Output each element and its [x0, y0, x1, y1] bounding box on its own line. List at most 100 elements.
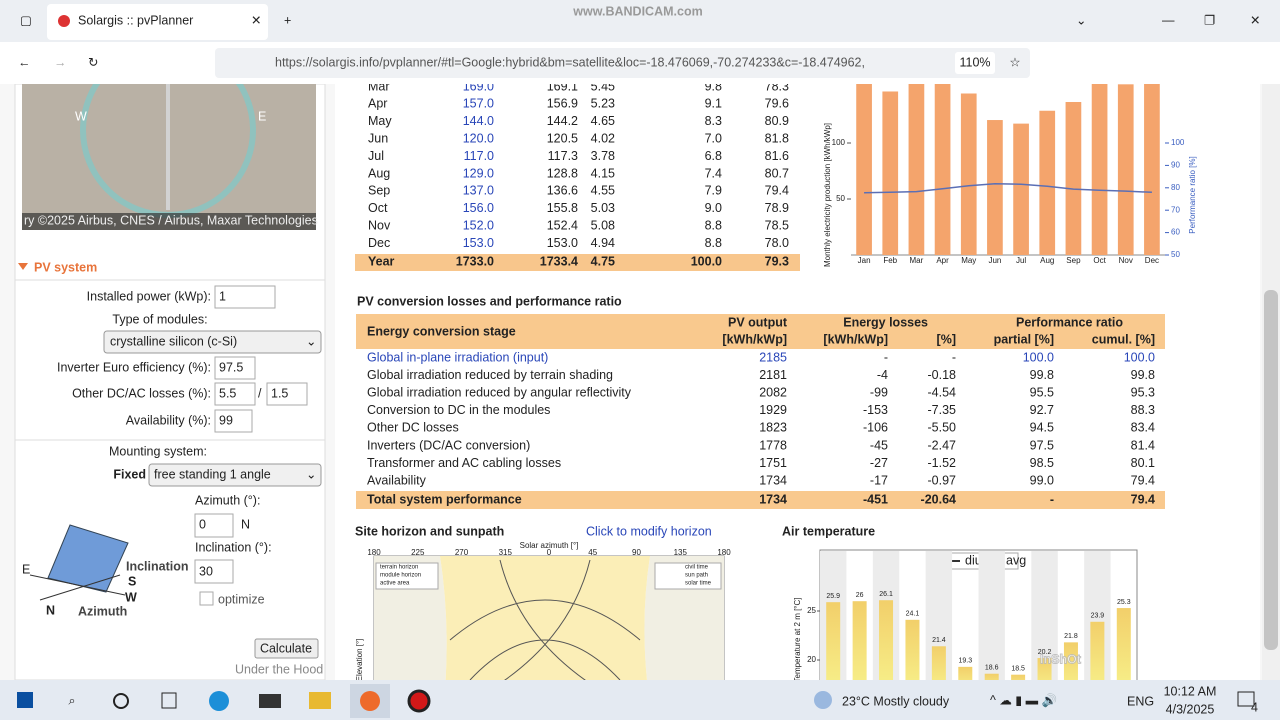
- input-value: 99: [219, 413, 233, 427]
- data-label: 26: [856, 592, 864, 599]
- temp-bar: [905, 619, 920, 680]
- table-cell: 128.8: [547, 166, 578, 180]
- table-cell: -1.52: [928, 456, 957, 470]
- input[interactable]: [214, 285, 276, 309]
- select-value: crystalline silicon (c-Si): [110, 334, 237, 348]
- select[interactable]: [103, 330, 322, 354]
- pr-line: [864, 183, 1152, 194]
- input[interactable]: [214, 356, 256, 380]
- table-cell: 1823: [759, 421, 787, 435]
- tab-close[interactable]: ✕: [251, 13, 261, 27]
- data-label: 25.3: [1117, 599, 1131, 606]
- start[interactable]: [17, 692, 33, 708]
- maximize[interactable]: ❐: [1204, 13, 1215, 27]
- favicon: [58, 15, 70, 27]
- table-cell: 153.0: [547, 236, 578, 250]
- calculate-button[interactable]: [254, 638, 319, 659]
- table-cell: 1778: [759, 438, 787, 452]
- weather[interactable]: 23°C Mostly cloudy: [842, 694, 950, 708]
- table-cell: 88.3: [1131, 403, 1155, 417]
- x-tick-label: 180: [717, 548, 731, 557]
- tab-list[interactable]: ▢: [20, 13, 32, 27]
- bandicam[interactable]: [407, 689, 431, 713]
- bar: [1039, 110, 1056, 255]
- table-total-cell: 1734: [759, 492, 787, 506]
- bar: [987, 120, 1003, 255]
- clock-time[interactable]: 10:12 AM: [1164, 684, 1217, 698]
- link[interactable]: Under the Hood: [235, 662, 323, 676]
- input[interactable]: [214, 409, 253, 433]
- clock-date[interactable]: 4/3/2025: [1166, 702, 1215, 716]
- section-title[interactable]: PV system: [34, 260, 97, 274]
- table-cell: May: [368, 114, 392, 128]
- legend-box: [375, 562, 439, 590]
- table-cell: 78.5: [765, 218, 789, 232]
- bookmark[interactable]: ☆: [1009, 55, 1020, 69]
- mail[interactable]: [259, 694, 281, 708]
- y-tick-label: 25: [807, 606, 816, 615]
- x-tick-label: 0: [547, 548, 552, 557]
- table-cell: 5.03: [591, 201, 615, 215]
- edge[interactable]: [209, 691, 229, 711]
- input[interactable]: [214, 382, 256, 406]
- input[interactable]: [194, 559, 234, 584]
- table-cell: 81.4: [1131, 438, 1155, 452]
- input[interactable]: [194, 513, 234, 538]
- inshot-watermark: InShOt: [1040, 652, 1082, 666]
- section-toggle[interactable]: [18, 263, 28, 270]
- back[interactable]: ←: [18, 55, 31, 69]
- x-tick-label: 270: [455, 548, 469, 557]
- firefox[interactable]: [360, 691, 380, 711]
- table-cell: -7.35: [928, 403, 957, 417]
- explorer[interactable]: [309, 692, 331, 709]
- checkbox[interactable]: [199, 591, 214, 606]
- table-cell: -0.97: [928, 473, 957, 487]
- scroll-thumb[interactable]: [1264, 290, 1278, 650]
- table-cell: 1751: [759, 456, 787, 470]
- table-cell: 4.55: [591, 184, 615, 198]
- cortana[interactable]: [113, 693, 129, 709]
- diagram-label: Inclination: [126, 559, 189, 573]
- table-cell: 99.0: [1030, 473, 1054, 487]
- y2-tick-label: 80: [1171, 183, 1180, 192]
- month-band: [978, 551, 1005, 680]
- table-cell: 153.0: [463, 236, 494, 250]
- table-header-cell: PV output: [728, 315, 788, 329]
- table-cell: 152.0: [463, 218, 494, 232]
- table-cell: Transformer and AC cabling losses: [367, 456, 561, 470]
- table-cell: Apr: [368, 97, 387, 111]
- table-cell: 2181: [759, 368, 787, 382]
- list-tabs[interactable]: ⌄: [1076, 13, 1086, 27]
- tab[interactable]: [47, 4, 268, 40]
- table-cell: 5.23: [591, 97, 615, 111]
- language[interactable]: ENG: [1127, 694, 1154, 708]
- select[interactable]: [148, 463, 322, 487]
- new-tab[interactable]: +: [284, 13, 291, 27]
- notification-icon[interactable]: [1237, 691, 1255, 707]
- dir-s: S: [128, 574, 136, 588]
- link[interactable]: Click to modify horizon: [586, 524, 712, 538]
- table-cell: 79.6: [765, 97, 789, 111]
- table-cell: 81.6: [765, 149, 789, 163]
- table-cell: 100.0: [1124, 350, 1155, 364]
- search[interactable]: ⌕: [68, 693, 75, 707]
- task-view[interactable]: [161, 692, 177, 709]
- input-value: 30: [199, 564, 213, 578]
- y2-tick-label: 50: [1171, 250, 1180, 259]
- table-cell: 78.3: [765, 79, 789, 93]
- x-tick-label: 135: [674, 548, 688, 557]
- table-cell: 4.65: [591, 114, 615, 128]
- forward[interactable]: →: [54, 55, 67, 69]
- table-cell: 9.8: [705, 79, 722, 93]
- close[interactable]: ✕: [1250, 13, 1260, 27]
- input[interactable]: [266, 382, 308, 406]
- reload[interactable]: ↻: [88, 55, 98, 69]
- table-header-cell: partial [%]: [994, 332, 1054, 346]
- attribution-bg: [22, 213, 316, 230]
- url-bar[interactable]: [215, 48, 1030, 78]
- zoom-badge[interactable]: [955, 52, 995, 74]
- tray-icons[interactable]: ^ ☁ ▮ ▬ 🔊: [990, 692, 1057, 708]
- minimize[interactable]: —: [1162, 13, 1175, 27]
- table-header-cell: [%]: [937, 332, 956, 346]
- table-cell: -27: [870, 456, 888, 470]
